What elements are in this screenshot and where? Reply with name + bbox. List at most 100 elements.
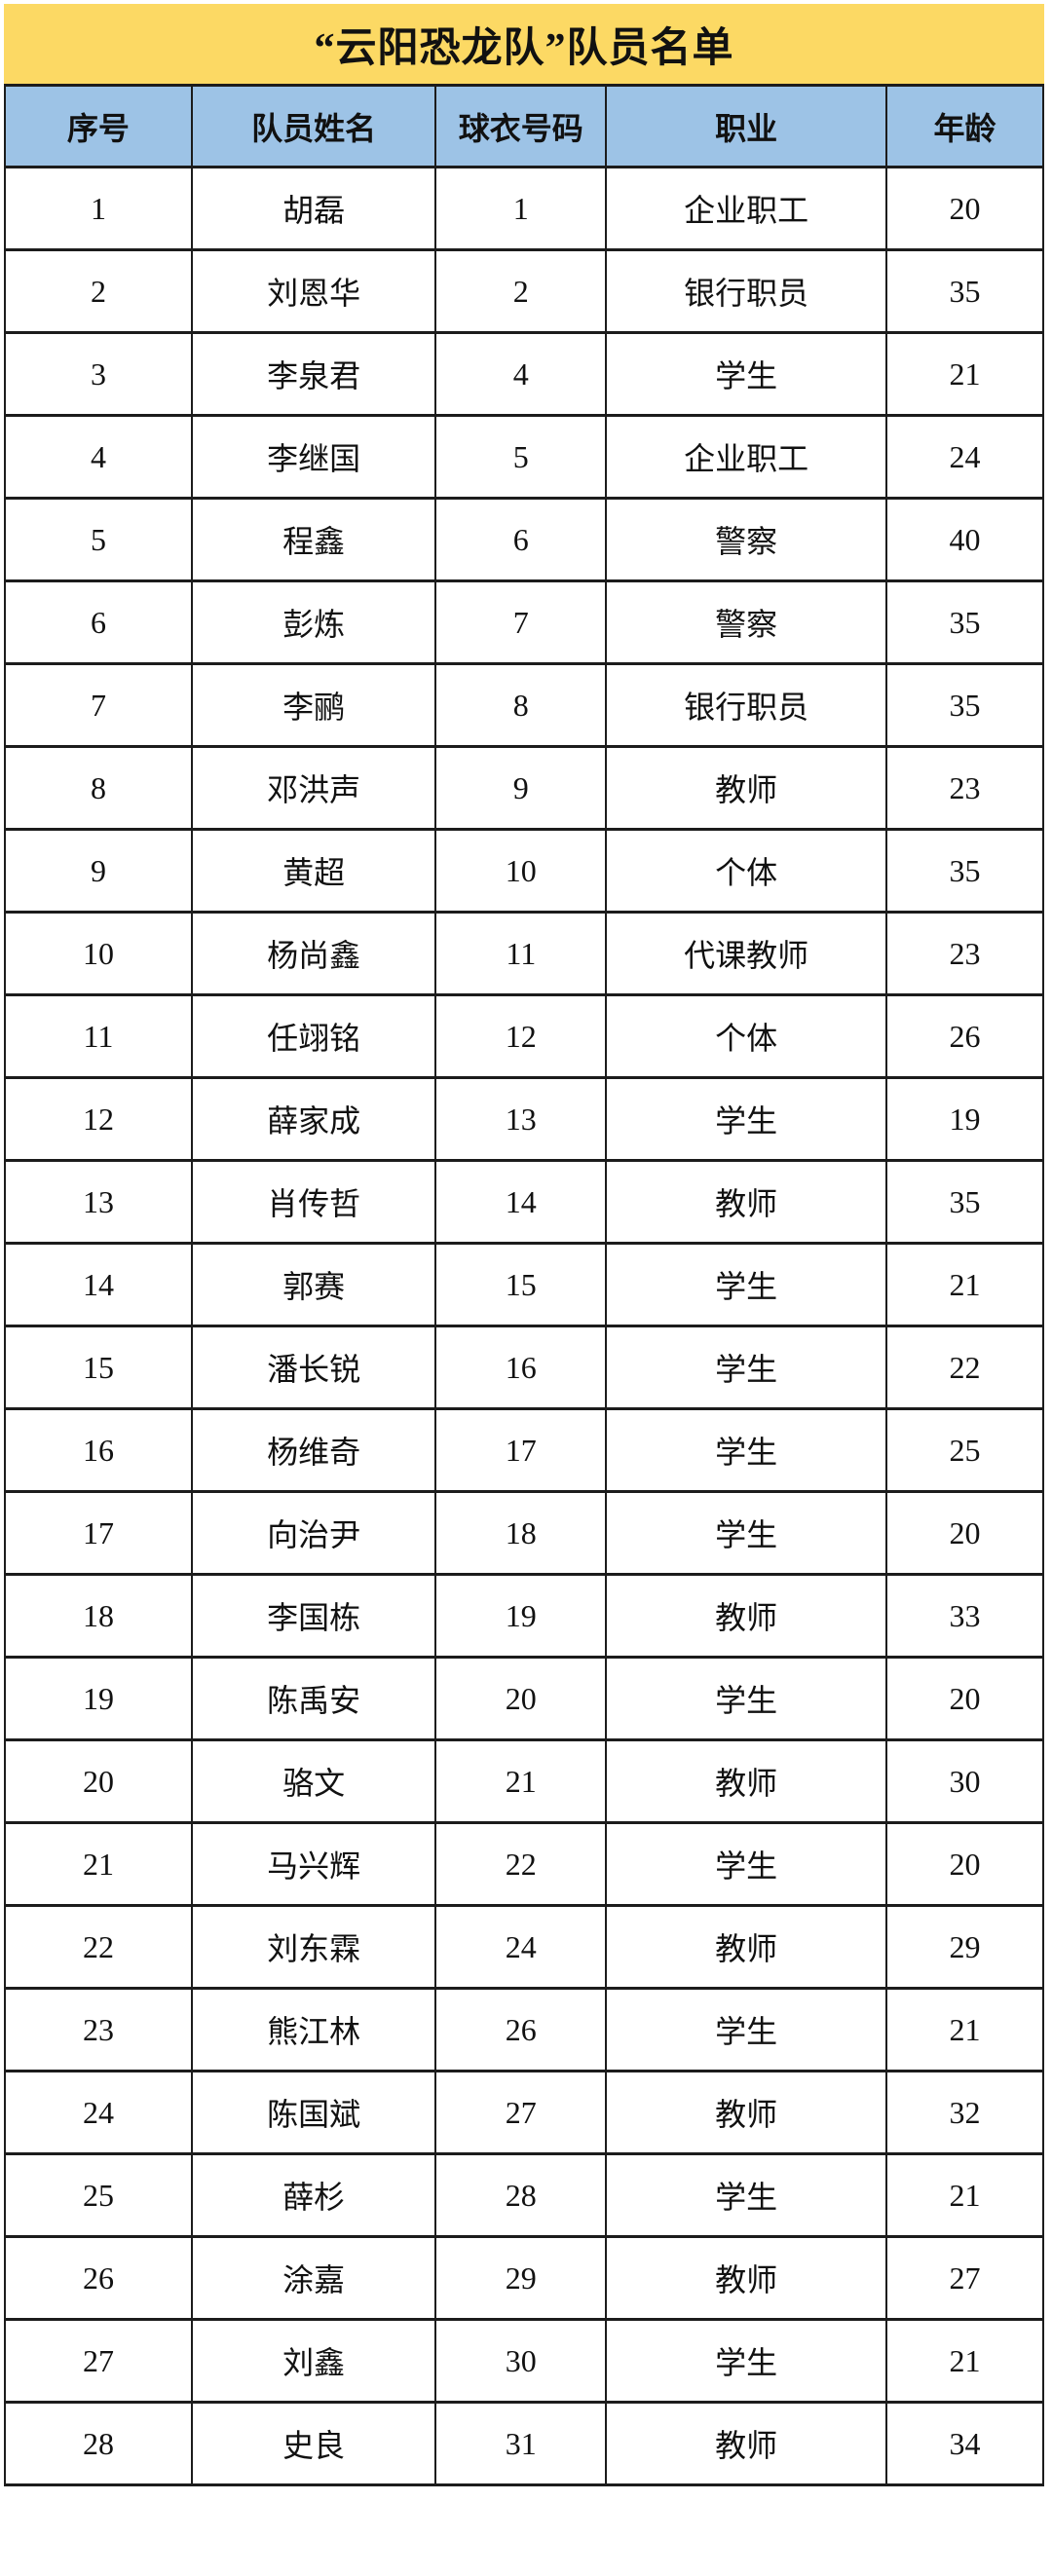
roster-table-header: 序号 队员姓名 球衣号码 职业 年龄 — [4, 84, 1044, 168]
table-row: 15 潘长锐 16 学生 22 — [4, 1325, 1044, 1410]
cell-no: 9 — [4, 828, 193, 914]
cell-no: 24 — [4, 2070, 193, 2155]
cell-occupation: 学生 — [605, 1407, 887, 1493]
cell-jersey: 12 — [434, 993, 608, 1079]
cell-age: 24 — [885, 414, 1044, 500]
table-row: 22 刘东霖 24 教师 29 — [4, 1904, 1044, 1990]
cell-no: 21 — [4, 1821, 193, 1907]
cell-jersey: 28 — [434, 2152, 608, 2238]
cell-age: 20 — [885, 166, 1044, 251]
cell-no: 23 — [4, 1987, 193, 2072]
cell-jersey: 7 — [434, 579, 608, 665]
cell-name: 刘东霖 — [190, 1904, 437, 1990]
cell-age: 29 — [885, 1904, 1044, 1990]
table-row: 25 薛杉 28 学生 21 — [4, 2152, 1044, 2238]
cell-age: 20 — [885, 1656, 1044, 1741]
cell-age: 20 — [885, 1490, 1044, 1576]
cell-occupation: 学生 — [605, 1490, 887, 1576]
cell-jersey: 6 — [434, 497, 608, 582]
cell-name: 刘恩华 — [190, 248, 437, 334]
cell-name: 李鹂 — [190, 662, 437, 748]
cell-jersey: 1 — [434, 166, 608, 251]
table-row: 6 彭炼 7 警察 35 — [4, 579, 1044, 665]
table-row: 10 杨尚鑫 11 代课教师 23 — [4, 911, 1044, 996]
table-row: 12 薛家成 13 学生 19 — [4, 1076, 1044, 1162]
cell-occupation: 教师 — [605, 2070, 887, 2155]
column-header-age: 年龄 — [885, 84, 1044, 168]
cell-age: 21 — [885, 1987, 1044, 2072]
cell-age: 21 — [885, 2152, 1044, 2238]
table-row: 23 熊江林 26 学生 21 — [4, 1987, 1044, 2072]
cell-no: 18 — [4, 1573, 193, 1659]
cell-name: 潘长锐 — [190, 1325, 437, 1410]
column-header-occupation: 职业 — [605, 84, 887, 168]
cell-name: 杨维奇 — [190, 1407, 437, 1493]
cell-occupation: 警察 — [605, 497, 887, 582]
cell-no: 12 — [4, 1076, 193, 1162]
cell-name: 邓洪声 — [190, 745, 437, 831]
cell-occupation: 学生 — [605, 1987, 887, 2072]
cell-jersey: 5 — [434, 414, 608, 500]
table-row: 19 陈禹安 20 学生 20 — [4, 1656, 1044, 1741]
cell-name: 薛家成 — [190, 1076, 437, 1162]
table-row: 21 马兴辉 22 学生 20 — [4, 1821, 1044, 1907]
cell-age: 25 — [885, 1407, 1044, 1493]
table-row: 26 涂嘉 29 教师 27 — [4, 2235, 1044, 2321]
cell-name: 胡磊 — [190, 166, 437, 251]
cell-jersey: 8 — [434, 662, 608, 748]
cell-jersey: 31 — [434, 2401, 608, 2486]
cell-age: 30 — [885, 1738, 1044, 1824]
cell-age: 35 — [885, 1159, 1044, 1245]
cell-age: 23 — [885, 745, 1044, 831]
cell-no: 22 — [4, 1904, 193, 1990]
table-row: 16 杨维奇 17 学生 25 — [4, 1407, 1044, 1493]
cell-jersey: 29 — [434, 2235, 608, 2321]
cell-occupation: 银行职员 — [605, 248, 887, 334]
cell-jersey: 30 — [434, 2318, 608, 2404]
cell-no: 16 — [4, 1407, 193, 1493]
cell-name: 程鑫 — [190, 497, 437, 582]
cell-name: 薛杉 — [190, 2152, 437, 2238]
cell-age: 34 — [885, 2401, 1044, 2486]
cell-occupation: 教师 — [605, 2401, 887, 2486]
cell-occupation: 学生 — [605, 1076, 887, 1162]
table-row: 1 胡磊 1 企业职工 20 — [4, 166, 1044, 251]
cell-no: 25 — [4, 2152, 193, 2238]
cell-name: 骆文 — [190, 1738, 437, 1824]
cell-jersey: 2 — [434, 248, 608, 334]
table-row: 24 陈国斌 27 教师 32 — [4, 2070, 1044, 2155]
cell-no: 20 — [4, 1738, 193, 1824]
table-row: 11 任翊铭 12 个体 26 — [4, 993, 1044, 1079]
cell-jersey: 22 — [434, 1821, 608, 1907]
cell-name: 任翊铭 — [190, 993, 437, 1079]
cell-occupation: 警察 — [605, 579, 887, 665]
cell-age: 26 — [885, 993, 1044, 1079]
cell-age: 35 — [885, 579, 1044, 665]
cell-age: 21 — [885, 1242, 1044, 1327]
cell-no: 26 — [4, 2235, 193, 2321]
table-title: “云阳恐龙队”队员名单 — [4, 4, 1044, 84]
cell-jersey: 24 — [434, 1904, 608, 1990]
cell-no: 11 — [4, 993, 193, 1079]
cell-no: 14 — [4, 1242, 193, 1327]
cell-age: 35 — [885, 662, 1044, 748]
cell-age: 40 — [885, 497, 1044, 582]
cell-jersey: 21 — [434, 1738, 608, 1824]
cell-occupation: 教师 — [605, 1904, 887, 1990]
cell-jersey: 11 — [434, 911, 608, 996]
cell-occupation: 个体 — [605, 828, 887, 914]
cell-age: 32 — [885, 2070, 1044, 2155]
table-row: 7 李鹂 8 银行职员 35 — [4, 662, 1044, 748]
cell-age: 20 — [885, 1821, 1044, 1907]
cell-occupation: 学生 — [605, 1242, 887, 1327]
cell-occupation: 教师 — [605, 1738, 887, 1824]
column-header-name: 队员姓名 — [190, 84, 437, 168]
cell-name: 陈禹安 — [190, 1656, 437, 1741]
cell-jersey: 4 — [434, 331, 608, 417]
cell-occupation: 教师 — [605, 1159, 887, 1245]
cell-jersey: 17 — [434, 1407, 608, 1493]
table-row: 8 邓洪声 9 教师 23 — [4, 745, 1044, 831]
cell-jersey: 20 — [434, 1656, 608, 1741]
cell-jersey: 13 — [434, 1076, 608, 1162]
cell-age: 23 — [885, 911, 1044, 996]
